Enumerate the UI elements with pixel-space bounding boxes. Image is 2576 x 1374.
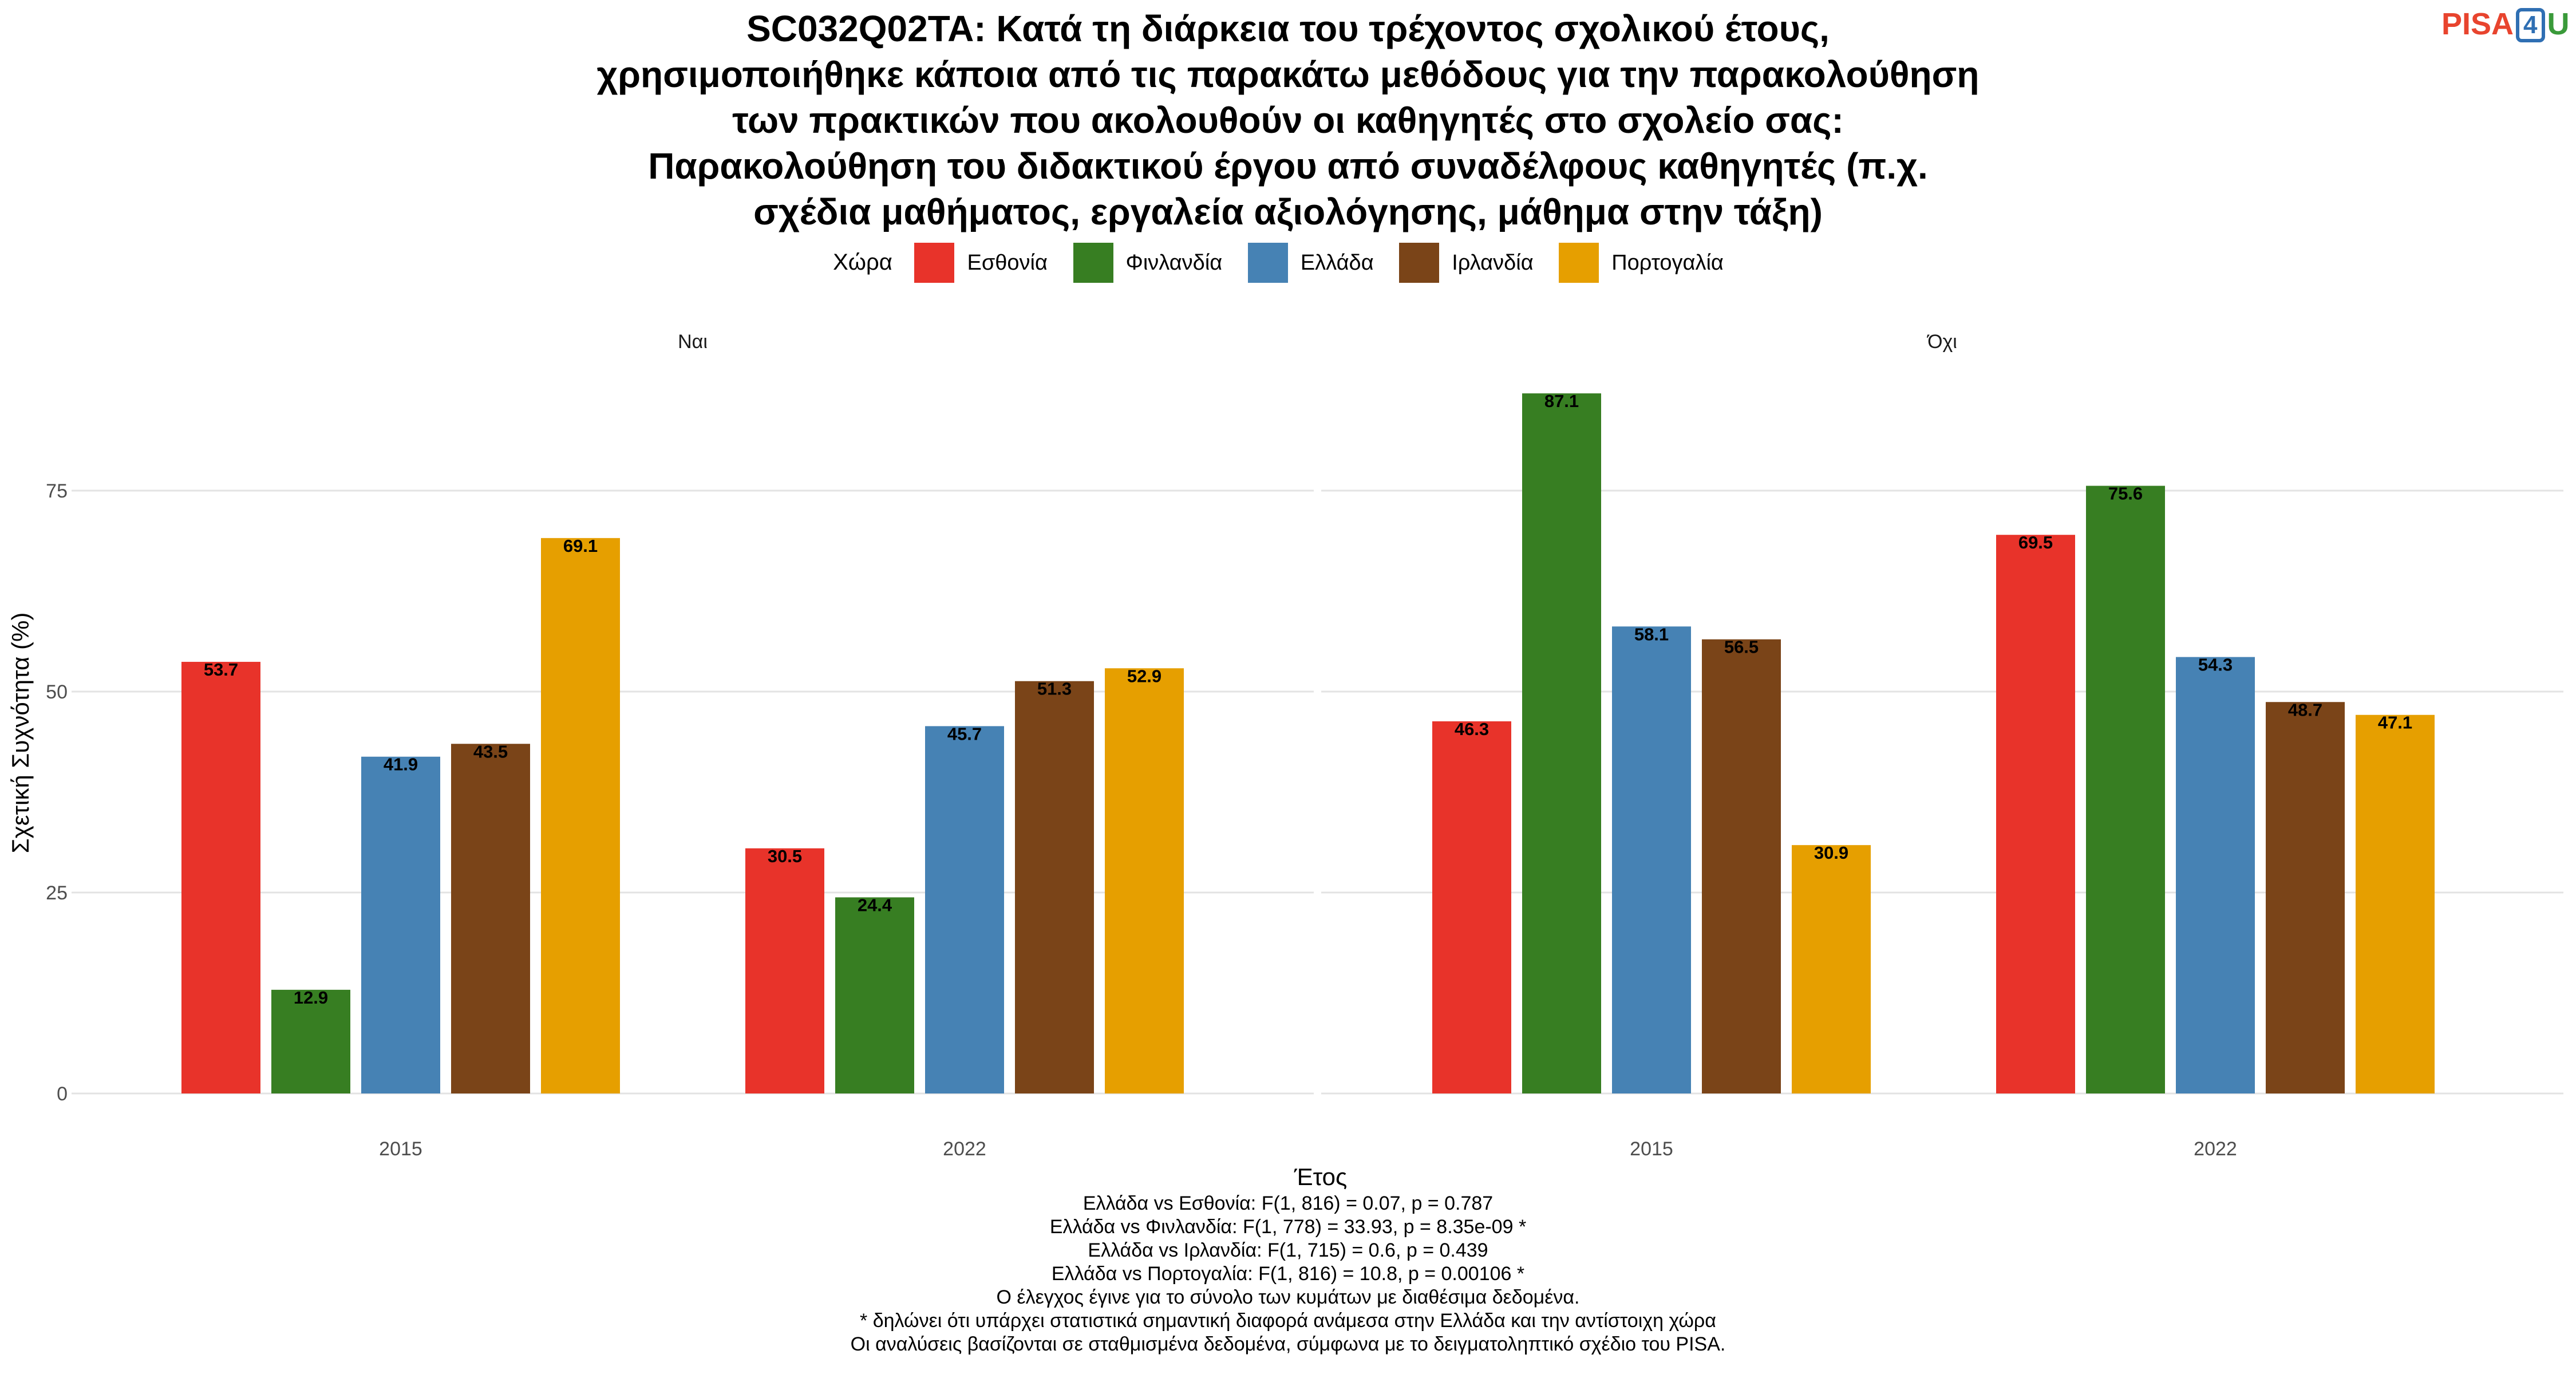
- bar: [541, 538, 620, 1093]
- data-label: 69.5: [2018, 532, 2053, 552]
- data-label: 54.3: [2198, 655, 2233, 675]
- legend-title: Χώρα: [833, 249, 892, 275]
- data-label: 52.9: [1127, 666, 1161, 686]
- data-label: 53.7: [204, 660, 238, 680]
- data-label: 51.3: [1037, 679, 1072, 699]
- data-label: 45.7: [947, 724, 982, 744]
- footnote-line: Οι αναλύσεις βασίζονται σε σταθμισμένα δ…: [850, 1333, 1726, 1355]
- bar: [1702, 639, 1781, 1093]
- data-label: 12.9: [294, 988, 328, 1008]
- footnote-line: Ελλάδα vs Ιρλανδία: F(1, 715) = 0.6, p =…: [1088, 1239, 1488, 1261]
- bar: [745, 848, 824, 1093]
- x-axis-title: Έτος: [1294, 1163, 1348, 1190]
- bar: [451, 744, 530, 1093]
- bar: [1792, 845, 1871, 1093]
- y-tick-label: 0: [57, 1083, 68, 1105]
- legend-swatch: [914, 242, 955, 283]
- legend-label: Ιρλανδία: [1452, 250, 1534, 275]
- bar: [2356, 714, 2435, 1093]
- data-label: 47.1: [2378, 713, 2412, 733]
- bar: [271, 989, 350, 1093]
- legend-swatch: [1399, 242, 1440, 283]
- data-label: 43.5: [473, 741, 508, 761]
- legend-swatch: [1247, 242, 1288, 283]
- x-tick-label: 2022: [2194, 1138, 2237, 1160]
- data-label: 30.9: [1814, 843, 1848, 863]
- legend-label: Φινλανδία: [1125, 250, 1223, 275]
- data-label: 75.6: [2108, 484, 2143, 504]
- pisa4u-logo: PISA 4 U: [2441, 7, 2570, 42]
- data-label: 48.7: [2288, 700, 2322, 720]
- bar: [181, 662, 260, 1093]
- data-label: 24.4: [858, 895, 892, 915]
- data-label: 56.5: [1724, 637, 1759, 657]
- data-label: 30.5: [768, 846, 802, 866]
- footnote-line: Ελλάδα vs Εσθονία: F(1, 816) = 0.07, p =…: [1082, 1193, 1494, 1214]
- bar: [361, 756, 440, 1093]
- y-tick-label: 50: [46, 681, 68, 703]
- logo-text-u: U: [2547, 7, 2570, 41]
- legend-swatch: [1073, 242, 1113, 283]
- data-label: 41.9: [384, 755, 418, 775]
- title-line: SC032Q02TA: Κατά τη διάρκεια του τρέχοντ…: [746, 8, 1830, 49]
- data-label: 69.1: [563, 536, 598, 556]
- legend: Χώρα Εσθονία Φινλανδία Ελλάδα Ιρλανδία Π…: [0, 240, 2576, 283]
- legend-item-estonia: Εσθονία: [914, 241, 1048, 283]
- data-label: 46.3: [1455, 719, 1489, 739]
- bar: [2266, 702, 2345, 1093]
- legend-label: Εσθονία: [967, 250, 1048, 275]
- x-tick-label: 2022: [943, 1138, 986, 1160]
- y-axis-title: Σχετική Συχνότητα (%): [7, 613, 34, 854]
- legend-label: Πορτογαλία: [1611, 250, 1724, 275]
- footnote-line: Ελλάδα vs Πορτογαλία: F(1, 816) = 10.8, …: [1051, 1263, 1525, 1285]
- footnote-line: Ελλάδα vs Φινλανδία: F(1, 778) = 33.93, …: [1049, 1216, 1527, 1238]
- data-label: 87.1: [1544, 391, 1579, 411]
- bar: [835, 897, 914, 1093]
- title-line: σχέδια μαθήματος, εργαλεία αξιολόγησης, …: [753, 191, 1823, 232]
- title-line: χρησιμοποιήθηκε κάποια από τις παρακάτω …: [596, 54, 1980, 95]
- y-tick-label: 75: [46, 480, 68, 502]
- chart-title: SC032Q02TA: Κατά τη διάρκεια του τρέχοντ…: [0, 6, 2576, 235]
- footnote-line: * δηλώνει ότι υπάρχει στατιστικά σημαντι…: [860, 1310, 1716, 1332]
- title-line: Παρακολούθηση του διδακτικού έργου από σ…: [648, 145, 1928, 187]
- bar: [1522, 393, 1601, 1094]
- footnote-line: Ο έλεγχος έγινε για το σύνολο των κυμάτω…: [996, 1286, 1580, 1308]
- bar: [1105, 668, 1184, 1093]
- logo-text-pisa: PISA: [2441, 7, 2514, 41]
- footnotes: Ελλάδα vs Εσθονία: F(1, 816) = 0.07, p =…: [0, 1192, 2576, 1356]
- bar: [1015, 681, 1094, 1093]
- bar: [925, 726, 1004, 1093]
- bar: [2086, 485, 2165, 1094]
- bar: [1996, 535, 2075, 1093]
- logo-text-four: 4: [2516, 8, 2545, 42]
- facet-label: Ναι: [678, 331, 708, 353]
- bar: [2176, 657, 2255, 1093]
- bar: [1432, 721, 1511, 1093]
- bar: [1612, 626, 1691, 1093]
- legend-item-finland: Φινλανδία: [1073, 241, 1223, 283]
- legend-label: Ελλάδα: [1300, 250, 1374, 275]
- legend-item-ireland: Ιρλανδία: [1399, 241, 1534, 283]
- x-tick-label: 2015: [1630, 1138, 1673, 1160]
- legend-item-portugal: Πορτογαλία: [1559, 241, 1724, 283]
- facet-label: Όχι: [1926, 331, 1957, 353]
- legend-item-greece: Ελλάδα: [1247, 241, 1374, 283]
- y-tick-label: 25: [46, 882, 68, 904]
- title-line: των πρακτικών που ακολουθούν οι καθηγητέ…: [732, 100, 1844, 141]
- x-tick-label: 2015: [379, 1138, 422, 1160]
- data-label: 58.1: [1634, 624, 1669, 644]
- legend-swatch: [1559, 242, 1599, 283]
